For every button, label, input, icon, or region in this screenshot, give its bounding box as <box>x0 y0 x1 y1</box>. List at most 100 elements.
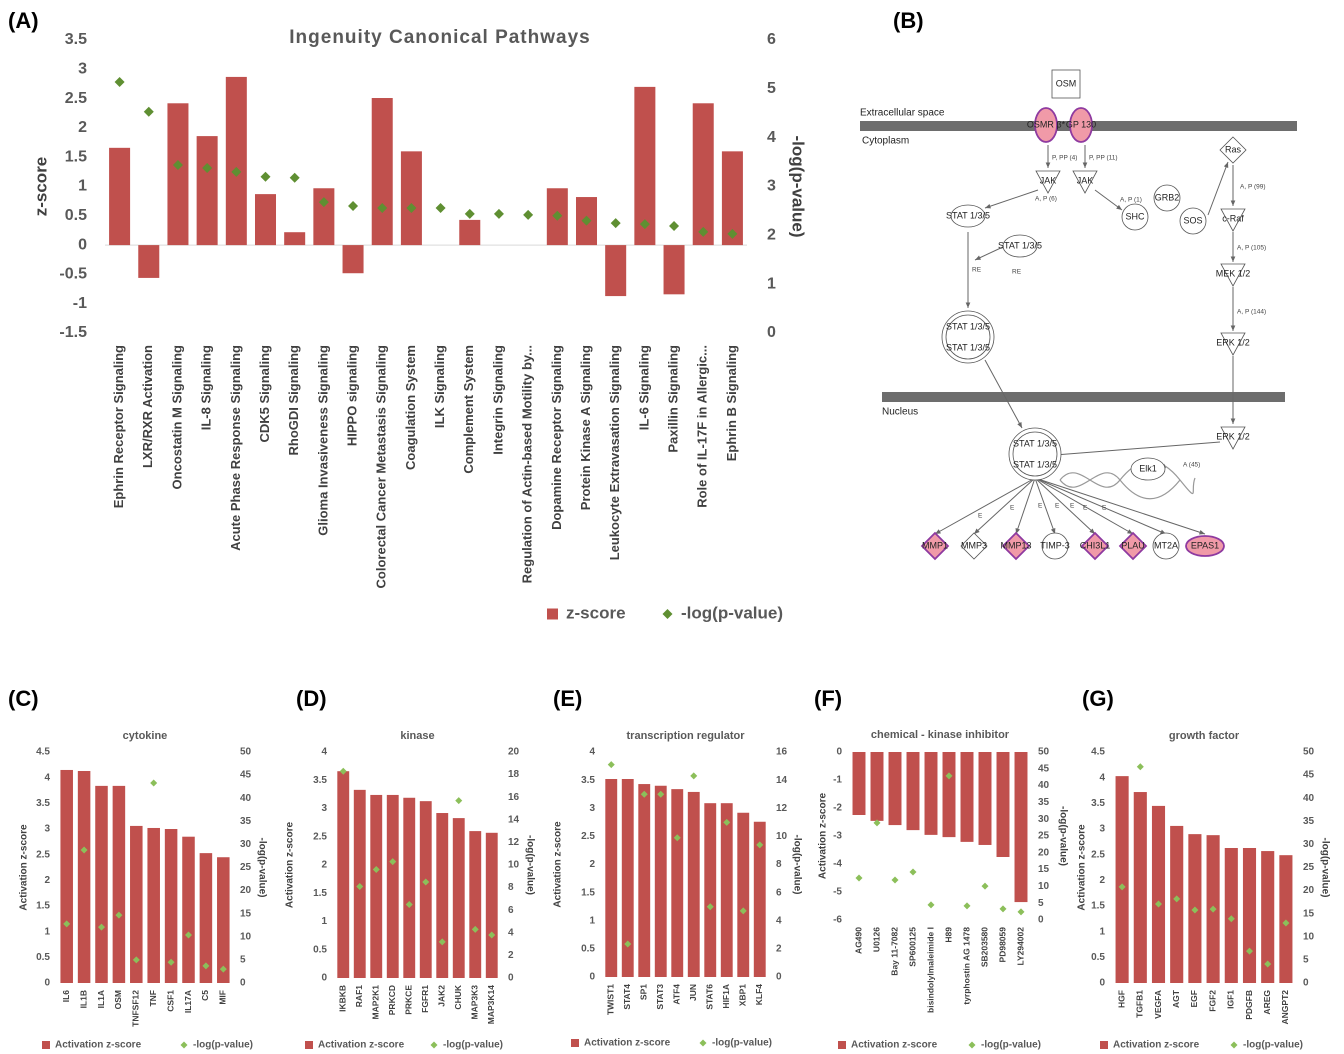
x-tick-label: FGFR1 <box>420 985 430 1013</box>
y2-tick-label: 40 <box>1303 793 1315 804</box>
node-label: OSM <box>1056 78 1077 88</box>
y-tick-label: 2 <box>78 119 87 136</box>
y2-tick-label: 5 <box>1038 898 1044 909</box>
node-label: JAK <box>1077 175 1094 185</box>
panel-label: (G) <box>1082 686 1114 711</box>
edge-label: RE <box>1012 269 1022 276</box>
bar <box>60 770 73 983</box>
legend-swatch <box>969 1042 976 1049</box>
node-label: Ras <box>1225 144 1242 154</box>
y2-tick-label: 0 <box>1038 915 1044 926</box>
point <box>455 797 462 804</box>
x-tick-label: MIF <box>218 990 228 1005</box>
point <box>150 779 157 786</box>
x-tick-label: IGF1 <box>1226 990 1236 1009</box>
x-tick-label: CDK5 Signaling <box>257 345 272 443</box>
bar <box>147 828 160 983</box>
y-tick-label: 4 <box>589 747 595 758</box>
bar <box>638 784 650 977</box>
y-tick-label: 3 <box>44 824 50 835</box>
x-tick-label: STAT4 <box>622 984 632 1010</box>
y2-axis-title: -log(p-value) <box>256 838 267 898</box>
y2-axis-title: -log(p-value) <box>524 835 535 895</box>
y2-tick-label: 4 <box>776 915 782 926</box>
x-tick-label: IKBKB <box>338 985 348 1012</box>
x-tick-label: Dopamine Receptor Signaling <box>549 345 564 530</box>
edge-label: A, P (144) <box>1237 309 1266 316</box>
y2-tick-label: 18 <box>508 769 520 780</box>
edge-label: E <box>1070 503 1075 510</box>
bar <box>255 194 276 245</box>
x-tick-label: ATF4 <box>672 984 682 1005</box>
point <box>608 761 615 768</box>
y2-tick-label: 6 <box>508 905 514 916</box>
bar <box>688 792 700 977</box>
y2-tick-label: 35 <box>1303 816 1315 827</box>
legend-label: Activation z-score <box>851 1040 938 1051</box>
y-tick-label: 1.5 <box>313 888 327 899</box>
x-tick-label: FGF2 <box>1207 990 1217 1012</box>
y2-tick-label: 10 <box>240 931 252 942</box>
node-label: SOS <box>1183 215 1202 225</box>
edge-label: A, P (1) <box>1120 197 1142 204</box>
y2-tick-label: 50 <box>1038 747 1050 758</box>
x-tick-label: TWIST1 <box>606 984 616 1015</box>
bar <box>925 752 938 835</box>
y-tick-label: 1 <box>44 926 50 937</box>
x-tick-label: LXR/RXR Activation <box>140 345 155 468</box>
panel-label: (C) <box>8 686 39 711</box>
point <box>964 902 971 909</box>
bar <box>420 801 432 978</box>
y-tick-label: 3.5 <box>65 31 87 48</box>
edge-label: E <box>1083 505 1088 512</box>
chart-title: kinase <box>400 730 434 742</box>
chart-title: Ingenuity Canonical Pathways <box>289 27 590 48</box>
node-label: Elk1 <box>1139 463 1157 473</box>
y-tick-label: 2 <box>321 860 327 871</box>
x-tick-label: ILK Signaling <box>432 345 447 428</box>
point <box>669 221 679 231</box>
y-tick-label: 0 <box>1099 978 1105 989</box>
x-tick-label: TNFSF12 <box>131 990 141 1027</box>
y-tick-label: 1 <box>321 916 327 927</box>
y2-tick-label: 2 <box>508 950 514 961</box>
y2-tick-label: 4 <box>508 927 514 938</box>
point <box>928 901 935 908</box>
x-tick-label: bisindolylmaleimide I <box>925 927 935 1013</box>
panel-label: (B) <box>893 8 924 33</box>
node-label: STAT 1/3/5 <box>946 210 990 220</box>
y2-tick-label: 16 <box>508 792 520 803</box>
y2-tick-label: 20 <box>1038 847 1050 858</box>
y-tick-label: 0.5 <box>313 944 327 955</box>
y2-tick-label: 30 <box>240 839 252 850</box>
bar <box>1243 848 1256 983</box>
legend-label: Activation z-score <box>55 1040 142 1051</box>
panel-label: (D) <box>296 686 327 711</box>
region-label: Cytoplasm <box>862 136 909 147</box>
legend-label: -log(p-value) <box>1243 1040 1303 1051</box>
legend-label: -log(p-value) <box>712 1038 772 1049</box>
y-tick-label: 1 <box>1099 926 1105 937</box>
x-tick-label: HIF1A <box>721 984 731 1009</box>
y2-tick-label: 35 <box>240 816 252 827</box>
arrowhead <box>1231 325 1236 331</box>
x-tick-label: H89 <box>943 927 953 943</box>
panel-label: (A) <box>8 8 39 33</box>
x-tick-label: IL-8 Signaling <box>199 345 214 430</box>
legend-label: -log(p-value) <box>681 603 783 622</box>
y-tick-label: 3 <box>78 61 87 78</box>
y-tick-label: 0 <box>321 973 327 984</box>
legend-swatch <box>1231 1042 1238 1049</box>
x-tick-label: VEGFA <box>1153 990 1163 1019</box>
arrowhead <box>966 302 971 308</box>
chart-panel: (C)cytokineActivation z-score-log(p-valu… <box>8 686 267 1051</box>
x-tick-label: MAP2K1 <box>371 985 381 1020</box>
y-tick-label: 2 <box>1099 875 1105 886</box>
y-axis-title: Activation z-score <box>553 821 564 908</box>
y-tick-label: 2.5 <box>36 849 50 860</box>
bar <box>1015 752 1028 902</box>
node-label: STAT 1/3/5 <box>1013 438 1057 448</box>
y-tick-label: 0.5 <box>36 952 50 963</box>
bar <box>109 148 130 245</box>
bar <box>655 786 667 977</box>
